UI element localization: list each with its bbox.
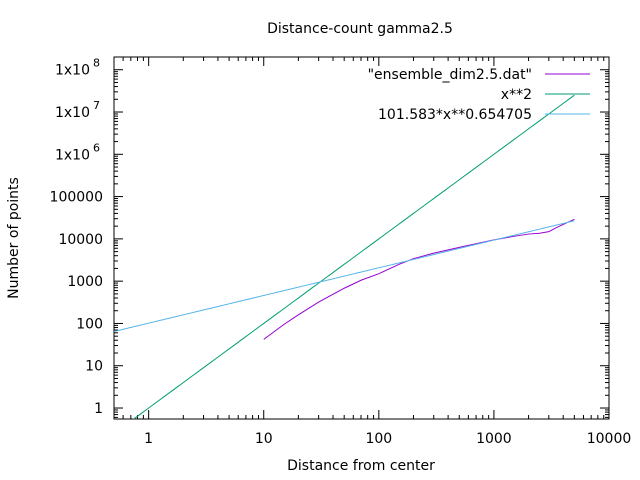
chart-title: Distance-count gamma2.5	[267, 21, 453, 37]
y-axis-label: Number of points	[6, 177, 22, 299]
series-lines	[114, 94, 575, 419]
x-axis: 1 10 100 1000 10000	[113, 57, 632, 447]
legend-label: x**2	[501, 87, 532, 103]
x-tick-label: 1	[144, 431, 153, 447]
y-tick-label: 1x10	[55, 105, 90, 121]
y-tick-label: 10	[85, 359, 103, 375]
x-tick-label: 10000	[587, 431, 632, 447]
y-tick-label: 1x10	[55, 147, 90, 163]
y-tick-label: 1000	[67, 274, 103, 290]
y-tick-label: 1x10	[55, 63, 90, 79]
y-tick-label: 100000	[50, 190, 103, 206]
x-tick-label: 10	[255, 431, 273, 447]
ensemble-data-line	[263, 218, 575, 340]
y-tick-exponent: 6	[93, 141, 100, 154]
y-tick-label: 1	[94, 401, 103, 417]
y-tick-label: 10000	[58, 232, 103, 248]
y-tick-exponent: 7	[93, 99, 100, 112]
x-tick-label: 1000	[476, 431, 512, 447]
x-squared-line	[132, 94, 575, 419]
y-tick-exponent: 8	[93, 57, 100, 70]
legend-label: 101.583*x**0.654705	[378, 107, 532, 123]
power-fit-line	[114, 220, 575, 332]
plot-frame	[113, 56, 610, 420]
x-axis-label: Distance from center	[287, 458, 435, 474]
legend-label: "ensemble_dim2.5.dat"	[368, 67, 532, 83]
legend: "ensemble_dim2.5.dat" x**2 101.583*x**0.65…	[368, 67, 590, 123]
x-tick-label: 100	[365, 431, 392, 447]
y-tick-label: 100	[76, 316, 103, 332]
